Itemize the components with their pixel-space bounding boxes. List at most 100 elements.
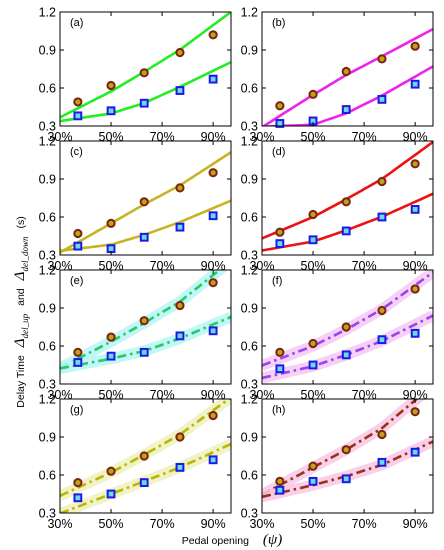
data-point-square bbox=[275, 119, 285, 128]
y-tick-label: 0.6 bbox=[241, 82, 258, 96]
data-point-circle bbox=[139, 451, 149, 461]
data-point-circle bbox=[377, 176, 387, 187]
data-point-square bbox=[106, 106, 116, 116]
y-tick-label: 0.6 bbox=[241, 469, 258, 483]
y-axis-label-prefix: Delay Time bbox=[15, 355, 27, 408]
data-point-square bbox=[73, 358, 83, 367]
data-point-circle bbox=[139, 68, 149, 78]
data-point-circle bbox=[410, 41, 420, 51]
x-tick-label: 30% bbox=[47, 517, 72, 531]
axes-frame bbox=[261, 398, 434, 514]
x-tick-label: 90% bbox=[403, 517, 428, 531]
data-point-square bbox=[208, 326, 218, 336]
panels-group: 30% 50% 70% 90% 0.3 0.6 0.9 1.2 (a) 30% 50% 70% 90% 0… bbox=[39, 6, 434, 531]
data-point-square bbox=[308, 476, 318, 486]
panel-a: 30% 50% 70% 90%0.30.60.91.2(a) bbox=[39, 6, 232, 144]
data-point-circle bbox=[275, 347, 285, 357]
data-point-square bbox=[208, 455, 218, 465]
y-tick-label: 0.9 bbox=[39, 173, 56, 187]
y-axis-label: Delay Time Δdel_up and Δdel_down (s) bbox=[11, 216, 32, 407]
data-point-circle bbox=[275, 227, 285, 237]
data-point-circle bbox=[73, 347, 83, 357]
data-point-square bbox=[175, 222, 185, 232]
x-tick-label: 50% bbox=[99, 517, 124, 531]
data-point-circle bbox=[410, 159, 420, 169]
axes-frame bbox=[261, 140, 434, 256]
data-point-square bbox=[73, 241, 83, 251]
data-point-circle bbox=[139, 197, 149, 207]
data-point-circle bbox=[341, 322, 351, 332]
y-tick-label: 0.6 bbox=[39, 211, 56, 225]
data-point-square bbox=[208, 74, 218, 84]
data-point-square bbox=[275, 364, 285, 374]
y-tick-label: 0.9 bbox=[39, 431, 56, 445]
y-tick-label: 0.3 bbox=[241, 378, 258, 392]
data-point-circle bbox=[73, 228, 83, 239]
data-point-square bbox=[377, 335, 387, 345]
y-tick-label: 1.2 bbox=[39, 135, 56, 149]
data-point-circle bbox=[308, 338, 318, 349]
fit-line-down bbox=[262, 314, 433, 380]
data-point-circle bbox=[208, 30, 218, 40]
data-point-square bbox=[308, 360, 318, 370]
y-tick-label: 0.6 bbox=[241, 211, 258, 225]
data-point-square bbox=[410, 79, 420, 89]
panel-f: 30% 50% 70% 90%0.30.60.91.2(f) bbox=[241, 264, 434, 402]
data-point-square bbox=[410, 447, 420, 457]
data-point-square bbox=[377, 212, 387, 222]
data-point-circle bbox=[377, 429, 387, 440]
data-point-circle bbox=[377, 305, 387, 316]
data-point-circle bbox=[106, 218, 116, 228]
panel-label: (e) bbox=[70, 275, 83, 287]
x-axis-label-symbol: (ψ) bbox=[263, 532, 282, 548]
y-tick-label: 0.3 bbox=[241, 249, 258, 263]
y-tick-label: 0.3 bbox=[39, 378, 56, 392]
x-axis-label-text: Pedal opening bbox=[182, 535, 249, 547]
x-tick-label: 90% bbox=[201, 517, 226, 531]
panel-label: (g) bbox=[70, 404, 83, 416]
data-point-circle bbox=[410, 407, 420, 417]
x-axis-label: Pedal opening (ψ) bbox=[182, 531, 282, 548]
axes-frame bbox=[59, 269, 232, 385]
data-point-square bbox=[275, 485, 285, 495]
data-point-square bbox=[106, 489, 116, 499]
fit-line-up bbox=[60, 399, 231, 498]
data-point-circle bbox=[208, 278, 218, 288]
data-point-circle bbox=[175, 47, 185, 58]
data-point-square bbox=[341, 105, 351, 114]
y-tick-label: 1.2 bbox=[39, 393, 56, 407]
y-tick-label: 0.9 bbox=[241, 302, 258, 316]
y-tick-label: 0.9 bbox=[39, 302, 56, 316]
y-tick-label: 0.3 bbox=[39, 249, 56, 263]
panel-c: 30% 50% 70% 90%0.30.60.91.2(c) bbox=[39, 135, 232, 273]
data-point-square bbox=[410, 205, 420, 214]
axes-frame bbox=[261, 11, 434, 127]
axes-frame bbox=[59, 398, 232, 514]
data-point-circle bbox=[341, 197, 351, 207]
y-axis-label-unit: (s) bbox=[15, 216, 27, 228]
data-point-circle bbox=[275, 476, 285, 486]
data-point-square bbox=[139, 232, 149, 242]
data-point-square bbox=[275, 239, 285, 248]
data-point-square bbox=[410, 328, 420, 338]
data-point-circle bbox=[208, 410, 218, 421]
data-point-circle bbox=[308, 461, 318, 471]
axes-frame bbox=[261, 269, 434, 385]
data-point-circle bbox=[106, 332, 116, 342]
data-point-square bbox=[106, 351, 116, 361]
data-point-square bbox=[73, 111, 83, 121]
y-tick-label: 0.6 bbox=[241, 340, 258, 354]
panel-b: 30% 50% 70% 90%0.30.60.91.2(b) bbox=[241, 6, 434, 144]
y-tick-label: 1.2 bbox=[39, 264, 56, 278]
y-tick-label: 0.9 bbox=[241, 173, 258, 187]
data-point-circle bbox=[308, 89, 318, 99]
y-tick-label: 0.6 bbox=[39, 82, 56, 96]
y-tick-label: 1.2 bbox=[39, 6, 56, 20]
data-point-circle bbox=[308, 209, 318, 220]
data-point-circle bbox=[208, 168, 218, 178]
axes-frame bbox=[59, 11, 232, 127]
x-tick-label: 70% bbox=[352, 517, 377, 531]
data-point-circle bbox=[175, 183, 185, 193]
y-axis-label-and: and bbox=[15, 288, 27, 306]
y-axis-label-delta1: Δ bbox=[12, 338, 28, 348]
